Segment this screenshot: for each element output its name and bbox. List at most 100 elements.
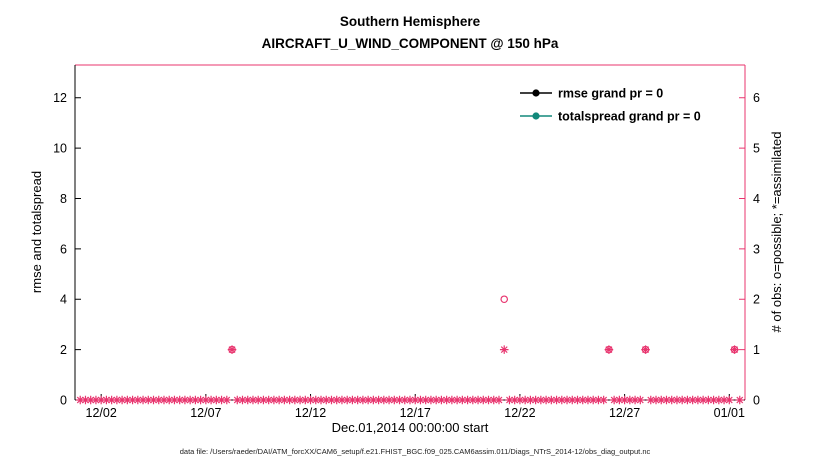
assimilated-asterisk-marker	[620, 395, 629, 405]
x-axis-label: Dec.01,2014 00:00:00 start	[332, 420, 489, 435]
assimilated-asterisk-marker	[463, 395, 472, 405]
assimilated-asterisk-marker	[442, 395, 451, 405]
assimilated-asterisk-marker	[337, 395, 347, 405]
data-file-caption: data file: /Users/raeder/DAI/ATM_forcXX/…	[180, 447, 651, 456]
x-tick-label: 12/22	[504, 406, 535, 420]
assimilated-asterisk-marker	[478, 395, 488, 405]
assimilated-asterisk-marker	[180, 395, 190, 405]
assimilated-asterisk-marker	[531, 395, 540, 405]
y-right-tick-label: 6	[753, 91, 760, 105]
assimilated-asterisk-marker	[96, 395, 106, 405]
possible-circle-marker	[641, 345, 650, 354]
assimilated-asterisk-marker	[133, 395, 143, 405]
assimilated-asterisk-marker	[588, 395, 598, 405]
assimilated-asterisk-marker	[327, 395, 336, 405]
y-left-tick-label: 8	[60, 192, 67, 206]
assimilated-asterisk-marker	[206, 395, 216, 405]
assimilated-asterisk-marker	[264, 395, 273, 405]
x-tick-label: 12/12	[295, 406, 326, 420]
assimilated-asterisk-marker	[651, 395, 661, 405]
assimilated-asterisk-marker	[395, 395, 404, 405]
assimilated-asterisk-marker	[567, 395, 577, 405]
assimilated-asterisk-marker	[714, 395, 724, 405]
assimilated-asterisk-marker	[149, 395, 158, 405]
legend-marker-totalspread	[532, 112, 540, 120]
assimilated-asterisk-marker	[494, 395, 504, 405]
possible-circle-marker	[730, 345, 739, 354]
assimilated-asterisk-marker	[677, 395, 687, 405]
assimilated-asterisk-marker	[185, 395, 195, 405]
assimilated-asterisk-marker	[311, 395, 321, 405]
assimilated-asterisk-marker	[489, 395, 499, 405]
assimilated-asterisk-marker	[269, 395, 279, 405]
assimilated-asterisk-marker	[363, 395, 373, 405]
assimilated-asterisk-marker	[379, 395, 389, 405]
assimilated-asterisk-marker	[578, 395, 588, 405]
assimilated-asterisk-marker	[688, 395, 697, 405]
assimilated-asterisk-marker	[709, 395, 718, 405]
assimilated-asterisk-marker	[348, 395, 357, 405]
assimilated-asterisk-marker	[128, 395, 137, 405]
assimilated-asterisk-marker	[615, 395, 624, 405]
x-tick-label: 12/02	[86, 406, 117, 420]
assimilated-asterisk-marker	[473, 395, 483, 405]
assimilated-asterisk-marker	[604, 345, 614, 354]
assimilated-asterisk-marker	[405, 395, 415, 405]
assimilated-asterisk-marker	[609, 395, 619, 405]
assimilated-asterisk-marker	[437, 395, 446, 405]
y-right-tick-label: 1	[753, 343, 760, 357]
assimilated-asterisk-marker	[306, 395, 315, 405]
assimilated-asterisk-marker	[342, 395, 352, 405]
assimilated-asterisk-marker	[369, 395, 378, 405]
assimilated-asterisk-marker	[552, 395, 561, 405]
assimilated-asterisk-marker	[86, 395, 96, 405]
y-right-tick-label: 5	[753, 142, 760, 156]
assimilated-asterisk-marker	[389, 395, 399, 405]
observation-markers	[75, 295, 745, 405]
assimilated-asterisk-marker	[259, 395, 268, 405]
assimilated-asterisk-marker	[400, 395, 410, 405]
assimilated-asterisk-marker	[458, 395, 467, 405]
y-right-tick-label: 3	[753, 242, 760, 256]
assimilated-asterisk-marker	[75, 395, 85, 405]
x-tick-label: 01/01	[714, 406, 745, 420]
assimilated-asterisk-marker	[594, 395, 603, 405]
assimilated-asterisk-marker	[243, 395, 253, 405]
possible-circle-marker	[228, 345, 236, 354]
assimilated-asterisk-marker	[630, 395, 640, 405]
assimilated-asterisk-marker	[374, 395, 383, 405]
assimilated-asterisk-marker	[107, 395, 116, 405]
assimilated-asterisk-marker	[112, 395, 122, 405]
assimilated-asterisk-marker	[81, 395, 90, 405]
assimilated-asterisk-marker	[384, 395, 394, 405]
assimilated-asterisk-marker	[636, 395, 645, 405]
assimilated-asterisk-marker	[117, 395, 127, 405]
assimilated-asterisk-marker	[683, 395, 692, 405]
y-axis-label-left: rmse and totalspread	[29, 171, 44, 293]
assimilated-asterisk-marker	[201, 395, 211, 405]
assimilated-asterisk-marker	[238, 395, 247, 405]
assimilated-asterisk-marker	[353, 395, 362, 405]
assimilated-asterisk-marker	[138, 395, 148, 405]
assimilated-asterisk-marker	[332, 395, 342, 405]
assimilated-asterisk-marker	[164, 395, 174, 405]
assimilated-asterisk-marker	[656, 395, 666, 405]
assimilated-asterisk-marker	[410, 395, 420, 405]
legend-label-totalspread: totalspread grand pr = 0	[558, 110, 701, 124]
assimilated-asterisk-marker	[526, 395, 535, 405]
assimilated-asterisk-marker	[672, 395, 682, 405]
assimilated-asterisk-marker	[730, 345, 739, 354]
assimilated-asterisk-marker	[646, 395, 656, 405]
assimilated-asterisk-marker	[724, 395, 734, 405]
assimilated-asterisk-marker	[421, 395, 431, 405]
assimilated-asterisk-marker	[416, 395, 425, 405]
assimilated-asterisk-marker	[667, 395, 677, 405]
possible-circle-marker	[605, 345, 613, 354]
assimilated-asterisk-marker	[426, 395, 436, 405]
assimilated-asterisk-marker	[295, 395, 305, 405]
assimilated-asterisk-marker	[510, 395, 519, 405]
assimilated-asterisk-marker	[285, 395, 294, 405]
assimilated-asterisk-marker	[520, 395, 530, 405]
plot-subtitle: AIRCRAFT_U_WIND_COMPONENT @ 150 hPa	[262, 36, 559, 51]
assimilated-asterisk-marker	[191, 395, 200, 405]
